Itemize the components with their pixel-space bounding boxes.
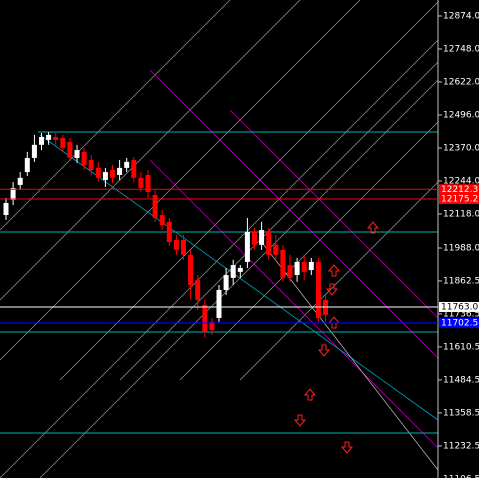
candle-body xyxy=(31,144,37,158)
candle-body xyxy=(10,188,16,200)
candle-body xyxy=(53,136,59,140)
diagonal-line xyxy=(0,0,301,301)
y-tick-label: 12748.0 xyxy=(443,44,479,54)
candle-body xyxy=(124,161,130,168)
candle-body xyxy=(24,157,30,173)
candle-body xyxy=(39,136,44,145)
candle-body xyxy=(188,254,194,285)
candle-body xyxy=(294,261,300,276)
level-lines xyxy=(0,131,438,434)
y-tick-label: 11106.5 xyxy=(443,474,479,478)
trend-line xyxy=(39,134,439,421)
down-arrow xyxy=(293,414,307,427)
candle-body xyxy=(138,177,144,189)
candle-body xyxy=(67,141,73,158)
candle-body xyxy=(3,202,9,216)
candle-body xyxy=(173,239,179,250)
candle-body xyxy=(145,174,151,192)
candle-body xyxy=(209,321,215,331)
candle-body xyxy=(17,177,23,185)
price-label-box xyxy=(439,301,479,312)
candle-body xyxy=(166,221,172,243)
candle-body xyxy=(266,232,272,255)
y-tick-label: 11484.5 xyxy=(443,375,479,385)
diagonal-line xyxy=(0,0,361,361)
price-label-box xyxy=(439,317,479,328)
candle-body xyxy=(259,229,265,245)
y-tick-label: 11610.5 xyxy=(443,342,479,352)
candle-body xyxy=(202,304,208,332)
price-label: 12212.3 xyxy=(441,185,478,195)
candle-body xyxy=(88,160,94,170)
candle-body xyxy=(74,150,80,158)
candle-body xyxy=(152,194,158,218)
candle-body xyxy=(244,232,250,262)
price-label: 11763.0 xyxy=(441,302,478,312)
candle-body xyxy=(60,138,66,148)
y-tick-label: 12244.0 xyxy=(443,176,479,186)
channel-lines xyxy=(0,0,439,478)
candle-body xyxy=(110,169,115,178)
diagonal-line xyxy=(0,39,439,478)
candle-body xyxy=(237,267,243,272)
diagonal-line xyxy=(119,61,439,381)
down-arrow xyxy=(325,283,339,296)
candle-body xyxy=(308,261,314,271)
candle-body xyxy=(252,232,257,245)
candle-body xyxy=(301,261,307,272)
y-tick-label: 11736.5 xyxy=(443,309,479,319)
y-tick-label: 12622.0 xyxy=(443,77,479,87)
candle-body xyxy=(46,134,52,140)
down-arrow xyxy=(317,344,331,357)
down-arrow xyxy=(340,441,354,454)
candle-body xyxy=(315,261,321,318)
diagonal-line xyxy=(179,121,439,381)
candle-body xyxy=(131,160,137,178)
up-arrow xyxy=(366,221,380,234)
up-arrow xyxy=(303,388,317,401)
price-label: 11702.5 xyxy=(441,318,478,328)
up-arrow xyxy=(327,264,341,277)
y-tick-label: 12874.0 xyxy=(443,11,479,21)
candle-body xyxy=(81,151,87,166)
y-tick-label: 11862.5 xyxy=(443,276,479,286)
candle-body xyxy=(230,265,236,278)
trend-line xyxy=(149,159,439,449)
candle-body xyxy=(95,167,101,178)
trend-line xyxy=(229,109,439,319)
candle-body xyxy=(117,167,123,175)
diagonal-line xyxy=(239,181,439,381)
y-tick-label: 12496.0 xyxy=(443,110,479,120)
price-label: 12175.2 xyxy=(441,195,478,205)
diagonal-line xyxy=(39,79,439,478)
y-tick-label: 11232.5 xyxy=(443,441,479,451)
candle-body xyxy=(195,279,201,300)
candle-body xyxy=(102,172,108,180)
candle-body xyxy=(159,215,165,225)
diagonal-line xyxy=(59,1,439,381)
y-tick-label: 12370.0 xyxy=(443,143,479,153)
diagonal-line xyxy=(0,0,231,231)
candle-body xyxy=(280,249,286,278)
candle-body xyxy=(181,239,186,255)
y-tick-label: 11358.5 xyxy=(443,408,479,418)
signal-arrows xyxy=(293,221,380,454)
price-label-box xyxy=(439,194,479,205)
candle-body xyxy=(287,265,293,278)
candle-body xyxy=(223,275,229,290)
candle-body xyxy=(273,244,279,255)
y-tick-label: 12118.0 xyxy=(443,209,479,219)
price-label-box xyxy=(439,184,479,195)
candle-body xyxy=(216,289,222,318)
y-tick-label: 11988.0 xyxy=(443,244,479,254)
up-arrow xyxy=(327,316,341,329)
trend-line xyxy=(149,69,439,359)
